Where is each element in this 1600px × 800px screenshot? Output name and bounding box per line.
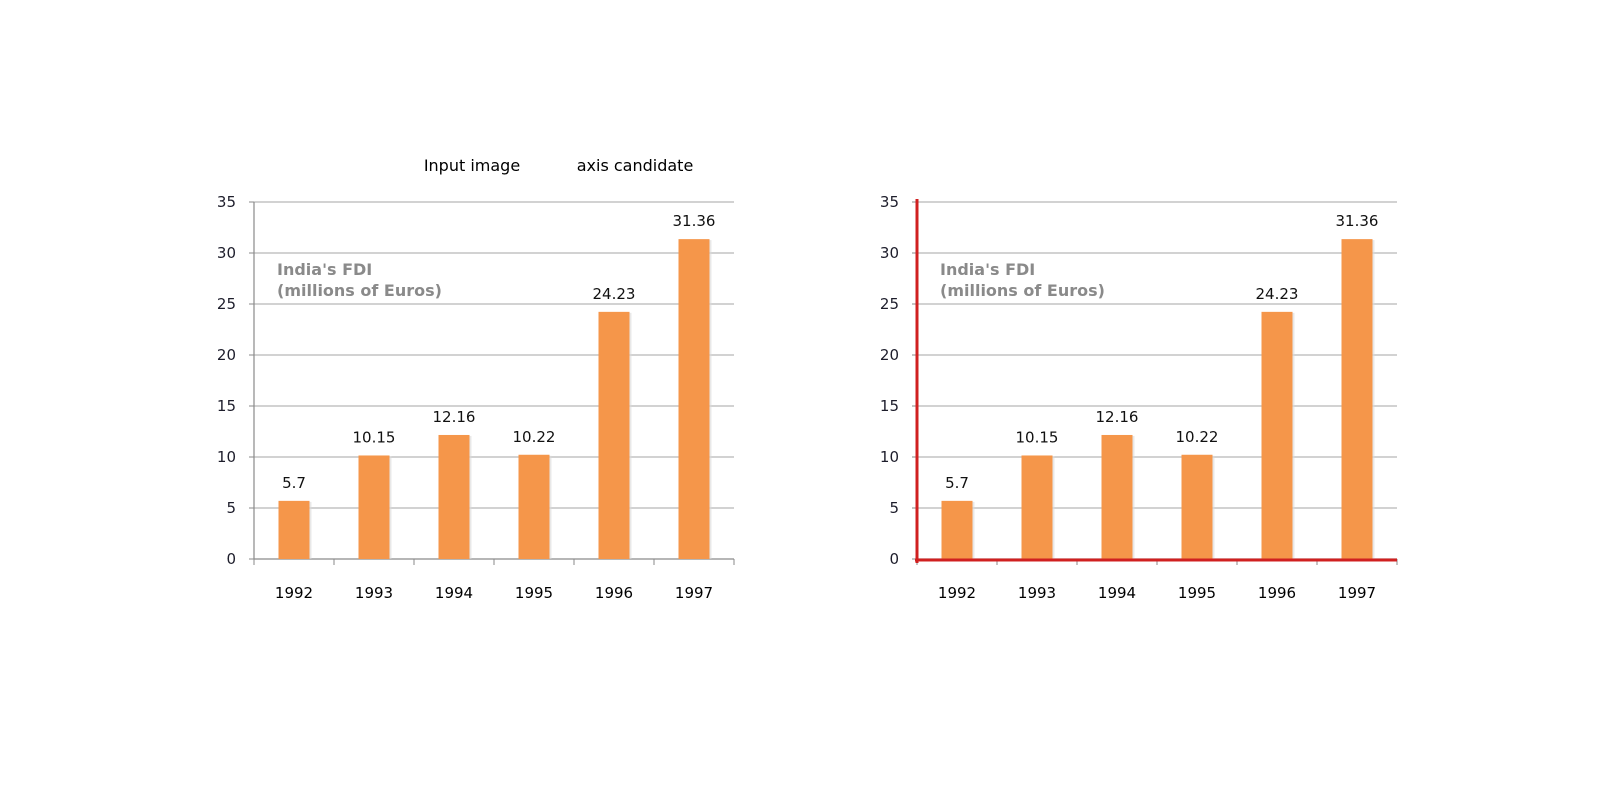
bar [678,239,710,560]
data-label: 24.23 [593,285,636,303]
x-tick-label: 1995 [515,584,553,602]
data-label: 5.7 [945,474,969,492]
chart-title: (millions of Euros) [277,281,442,300]
data-label: 12.16 [433,408,476,426]
data-label: 31.36 [673,212,716,230]
y-tick-label: 20 [880,346,899,364]
bar [1101,434,1133,559]
y-tick-label: 15 [217,397,236,415]
y-tick-label: 15 [880,397,899,415]
x-tick-label: 1996 [1258,584,1296,602]
y-tick-label: 30 [880,244,899,262]
panel-input-image: Input image [424,156,520,175]
bar [1021,455,1053,559]
bar [358,455,390,559]
bar [1181,454,1213,559]
data-label: 10.22 [1176,428,1219,446]
chart-title: (millions of Euros) [940,281,1105,300]
x-tick-label: 1994 [435,584,473,602]
y-tick-label: 10 [880,448,899,466]
bar [1341,239,1373,560]
y-tick-label: 35 [880,193,899,211]
x-tick-label: 1997 [1338,584,1376,602]
x-tick-label: 1992 [275,584,313,602]
data-label: 24.23 [1256,285,1299,303]
bar [438,434,470,559]
x-tick-label: 1996 [595,584,633,602]
y-tick-label: 5 [889,499,899,517]
data-label: 10.22 [513,428,556,446]
x-tick-label: 1994 [1098,584,1136,602]
y-tick-label: 25 [217,295,236,313]
x-tick-label: 1997 [675,584,713,602]
panel-title: Input image [423,156,521,175]
data-label: 31.36 [1336,212,1379,230]
data-label: 5.7 [282,474,306,492]
x-tick-label: 1992 [938,584,976,602]
bar-chart: 0 5 10 15 20 25 30 35 5.7 1992 10.15 1993 12.16 1994 1… [217,193,735,602]
data-label: 10.15 [353,428,396,446]
chart-title: India's FDI [277,260,372,279]
y-tick-label: 0 [226,550,236,568]
x-tick-label: 1995 [1178,584,1216,602]
bar-chart: 0 5 10 15 20 25 30 35 5.7 1992 10.15 1993 12.16 1994 1… [880,193,1398,602]
x-tick-label: 1993 [1018,584,1056,602]
bar [598,311,630,559]
data-label: 10.15 [1016,428,1059,446]
chart-title: India's FDI [940,260,1035,279]
y-tick-label: 20 [217,346,236,364]
bar [941,500,973,559]
panel-axis-candidate: axis candidate [577,0,1600,800]
bar [278,500,310,559]
y-tick-label: 25 [880,295,899,313]
y-tick-label: 30 [217,244,236,262]
y-tick-label: 35 [217,193,236,211]
y-tick-label: 5 [226,499,236,517]
y-tick-label: 0 [889,550,899,568]
bar [518,454,550,559]
x-tick-label: 1993 [355,584,393,602]
y-tick-label: 10 [217,448,236,466]
panel-title: axis candidate [576,156,694,175]
bar [1261,311,1293,559]
data-label: 12.16 [1096,408,1139,426]
